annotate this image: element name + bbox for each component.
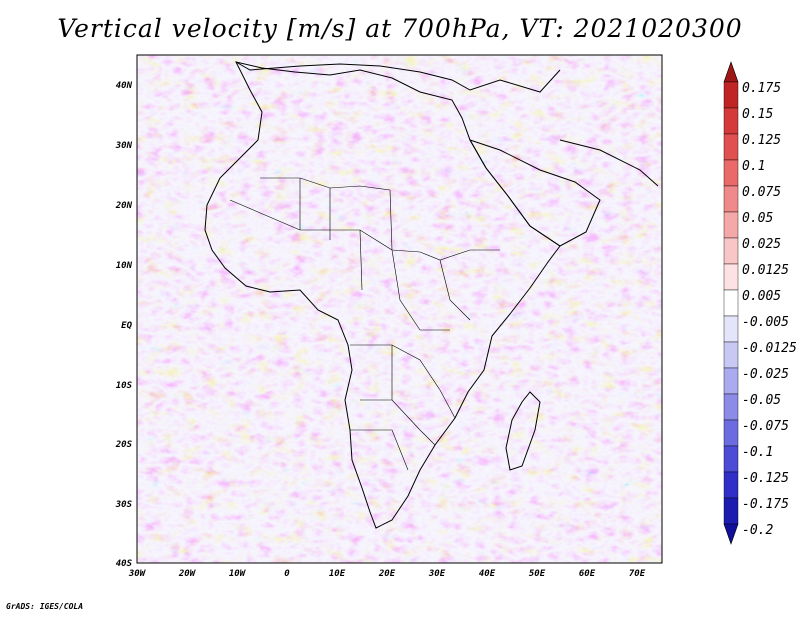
- colorbar-segment: [723, 185, 739, 213]
- colorbar-label: -0.075: [742, 419, 789, 434]
- lat-tick: EQ: [121, 321, 132, 331]
- colorbar-segment: [723, 497, 739, 525]
- madagascar-coastline: [505, 391, 541, 471]
- colorbar-segment: [723, 367, 739, 395]
- colorbar-segment: [723, 341, 739, 369]
- map-frame: [136, 54, 663, 564]
- colorbar: [723, 61, 739, 545]
- colorbar-label: -0.1: [742, 445, 773, 460]
- lat-tick: 40S: [116, 559, 133, 569]
- lat-axis: 40N 30N 20N 10N EQ 10S 20S 30S 40S: [115, 81, 133, 569]
- lat-tick: 10S: [116, 381, 133, 391]
- colorbar-segment: [723, 419, 739, 447]
- arabia-coastline: [468, 139, 601, 247]
- lon-tick: 50E: [529, 569, 546, 579]
- lon-tick: 10W: [229, 569, 247, 579]
- colorbar-label: -0.05: [742, 393, 781, 408]
- lon-axis: 30W 20W 10W 0 10E 20E 30E 40E 50E 60E 70…: [128, 569, 646, 579]
- colorbar-segment: [723, 107, 739, 135]
- map-title: Vertical velocity [m/s] at 700hPa, VT: 2…: [57, 14, 743, 43]
- colorbar-segment: [723, 211, 739, 239]
- lon-tick: 70E: [629, 569, 646, 579]
- colorbar-segment: [723, 315, 739, 343]
- lon-tick: 30W: [128, 569, 147, 579]
- colorbar-segment: [723, 237, 739, 265]
- lat-tick: 10N: [116, 261, 133, 271]
- colorbar-label: 0.125: [742, 133, 781, 148]
- lon-tick: 0: [284, 569, 290, 579]
- lon-tick: 10E: [329, 569, 346, 579]
- lat-tick: 30N: [115, 141, 133, 151]
- colorbar-max-arrow: [723, 61, 739, 83]
- colorbar-segment: [723, 471, 739, 499]
- lat-tick: 40N: [116, 81, 133, 91]
- grads-credit: GrADS: IGES/COLA: [6, 602, 84, 611]
- lon-tick: 40E: [479, 569, 496, 579]
- colorbar-segment: [723, 393, 739, 421]
- lat-tick: 30S: [115, 500, 133, 510]
- colorbar-segment: [723, 81, 739, 109]
- coastlines: [204, 61, 659, 529]
- africa-coastline: [204, 61, 561, 529]
- colorbar-labels: 0.175 0.15 0.125 0.1 0.075 0.05 0.025 0.…: [742, 81, 797, 538]
- colorbar-segment: [723, 445, 739, 473]
- colorbar-label: 0.175: [742, 81, 781, 96]
- persia-coastline: [559, 139, 659, 187]
- colorbar-min-arrow: [723, 523, 739, 545]
- colorbar-label: -0.025: [742, 367, 789, 382]
- colorbar-label: 0.1: [742, 159, 765, 174]
- colorbar-label: -0.125: [742, 471, 789, 486]
- borders: [229, 177, 500, 471]
- colorbar-segment: [723, 133, 739, 161]
- colorbar-label: 0.15: [742, 107, 773, 122]
- europe-coastline: [235, 61, 561, 93]
- lon-tick: 20E: [378, 569, 396, 579]
- velocity-field: [137, 55, 662, 563]
- colorbar-label: -0.175: [742, 497, 789, 512]
- colorbar-label: 0.075: [742, 185, 781, 200]
- lon-tick: 60E: [579, 569, 596, 579]
- colorbar-label: 0.025: [742, 237, 781, 252]
- colorbar-segment: [723, 263, 739, 291]
- colorbar-label: -0.2: [742, 523, 773, 538]
- colorbar-label: -0.0125: [742, 341, 797, 356]
- colorbar-label: -0.005: [742, 315, 789, 330]
- lon-tick: 30E: [428, 569, 446, 579]
- colorbar-segment: [723, 159, 739, 187]
- colorbar-segment: [723, 289, 739, 317]
- colorbar-label: 0.005: [742, 289, 781, 304]
- lat-tick: 20N: [115, 201, 133, 211]
- colorbar-label: 0.05: [742, 211, 773, 226]
- lat-tick: 20S: [115, 440, 133, 450]
- lon-tick: 20W: [178, 569, 197, 579]
- colorbar-label: 0.0125: [742, 263, 789, 278]
